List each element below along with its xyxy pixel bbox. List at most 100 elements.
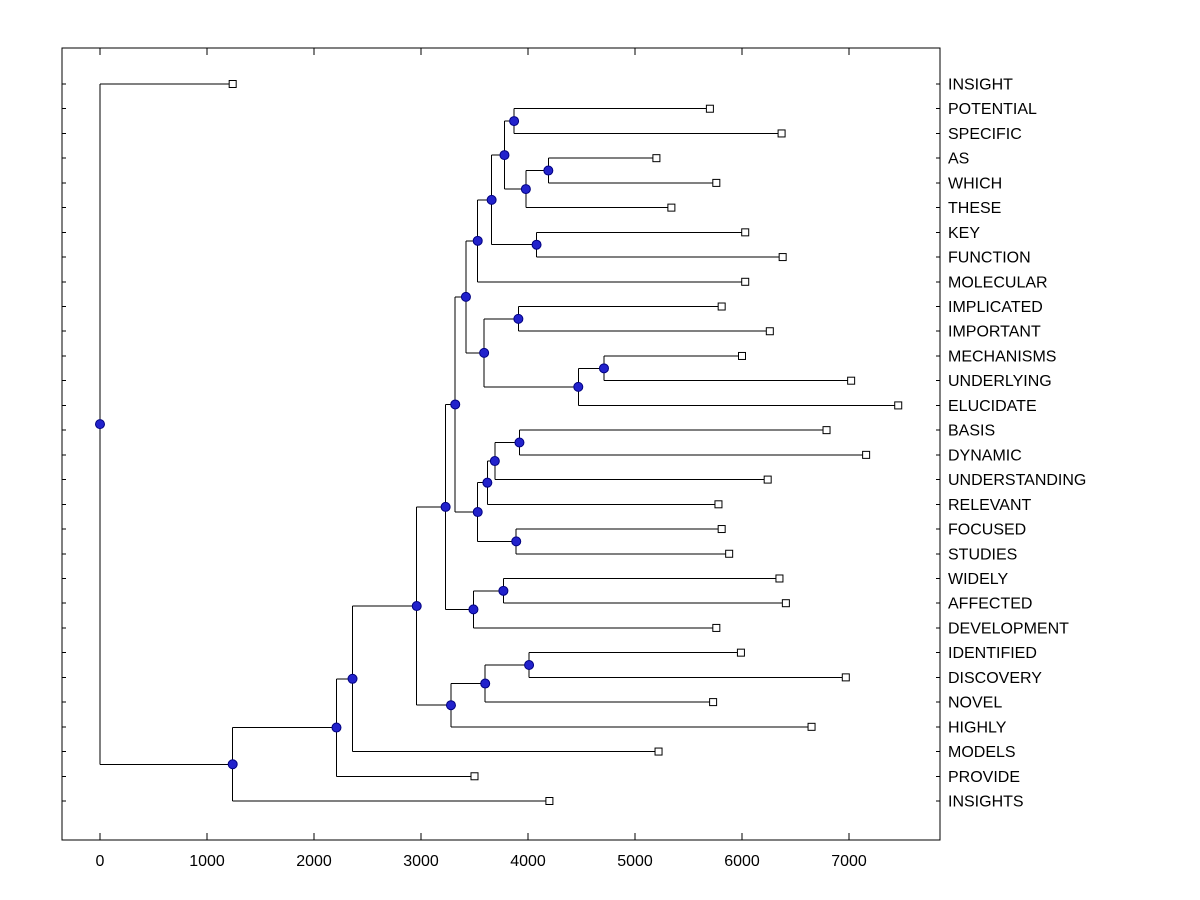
leaf-node-marker bbox=[714, 500, 723, 509]
x-tick-label: 4000 bbox=[510, 853, 546, 870]
leaf-label: FUNCTION bbox=[948, 250, 1031, 267]
internal-node-marker bbox=[472, 235, 483, 246]
leaf-node-marker bbox=[741, 277, 750, 286]
leaf-label: MODELS bbox=[948, 744, 1016, 761]
leaf-node-marker bbox=[712, 623, 721, 632]
leaf-node-marker bbox=[545, 797, 554, 805]
x-tick-label: 6000 bbox=[724, 853, 760, 870]
internal-node-marker bbox=[514, 437, 525, 448]
internal-node-marker bbox=[445, 700, 456, 711]
leaf-label: SPECIFIC bbox=[948, 126, 1022, 143]
internal-node-marker bbox=[573, 381, 584, 392]
internal-node-marker bbox=[460, 291, 471, 302]
internal-node-marker bbox=[95, 419, 105, 430]
x-tick-label: 5000 bbox=[617, 853, 653, 870]
internal-node-marker bbox=[411, 601, 422, 612]
node-markers bbox=[95, 80, 903, 805]
internal-node-marker bbox=[499, 150, 510, 161]
internal-node-marker bbox=[524, 660, 535, 671]
x-tick-label: 3000 bbox=[403, 853, 439, 870]
leaf-node-marker bbox=[667, 203, 676, 212]
leaf-label: PROVIDE bbox=[948, 769, 1020, 786]
leaf-label: POTENTIAL bbox=[948, 101, 1037, 118]
leaf-label: AFFECTED bbox=[948, 596, 1032, 613]
leaf-node-marker bbox=[765, 327, 774, 336]
leaf-label: NOVEL bbox=[948, 695, 1002, 712]
leaf-label: MOLECULAR bbox=[948, 274, 1048, 291]
leaf-label: KEY bbox=[948, 225, 980, 242]
leaf-labels: INSIGHT POTENTIAL SPECIFIC AS WHICH THESE KEY F… bbox=[948, 77, 1086, 811]
internal-node-marker bbox=[440, 501, 451, 512]
leaf-node-marker bbox=[741, 228, 750, 237]
leaf-node-marker bbox=[717, 525, 726, 534]
leaf-node-marker bbox=[705, 104, 714, 113]
internal-node-marker bbox=[450, 399, 461, 410]
leaf-label: ELUCIDATE bbox=[948, 398, 1037, 415]
leaf-node-marker bbox=[763, 475, 772, 484]
internal-node-marker bbox=[331, 722, 342, 733]
leaf-label: IMPLICATED bbox=[948, 299, 1043, 316]
internal-node-marker bbox=[479, 347, 490, 358]
leaf-node-marker bbox=[894, 401, 903, 410]
leaf-node-marker bbox=[470, 772, 479, 781]
axes bbox=[61, 47, 941, 841]
leaf-label: BASIS bbox=[948, 423, 995, 440]
leaf-label: AS bbox=[948, 151, 969, 168]
internal-node-marker bbox=[227, 759, 238, 770]
internal-node-marker bbox=[509, 116, 520, 127]
leaf-label: IDENTIFIED bbox=[948, 645, 1037, 662]
internal-node-marker bbox=[347, 673, 358, 684]
internal-node-marker bbox=[472, 507, 483, 518]
x-tick-label: 7000 bbox=[831, 853, 867, 870]
axes-box bbox=[61, 47, 941, 841]
leaf-node-marker bbox=[847, 376, 856, 385]
leaf-label: INSIGHTS bbox=[948, 794, 1024, 811]
leaf-label: THESE bbox=[948, 200, 1001, 217]
x-tick-label: 2000 bbox=[296, 853, 332, 870]
leaf-node-marker bbox=[778, 253, 787, 262]
branches bbox=[99, 83, 899, 802]
leaf-label: WIDELY bbox=[948, 571, 1008, 588]
internal-node-marker bbox=[513, 313, 524, 324]
leaf-label: DISCOVERY bbox=[948, 670, 1042, 687]
leaf-node-marker bbox=[652, 154, 661, 163]
leaf-label: DYNAMIC bbox=[948, 447, 1022, 464]
leaf-label: DEVELOPMENT bbox=[948, 620, 1069, 637]
internal-node-marker bbox=[482, 477, 493, 488]
leaf-node-marker bbox=[841, 673, 850, 682]
leaf-label: RELEVANT bbox=[948, 497, 1032, 514]
leaf-label: INSIGHT bbox=[948, 77, 1013, 94]
leaf-node-marker bbox=[781, 599, 790, 608]
leaf-node-marker bbox=[775, 574, 784, 583]
leaf-node-marker bbox=[777, 129, 786, 138]
leaf-node-marker bbox=[862, 450, 871, 459]
leaf-label: MECHANISMS bbox=[948, 348, 1056, 365]
leaf-node-marker bbox=[717, 302, 726, 311]
internal-node-marker bbox=[486, 194, 497, 205]
internal-node-marker bbox=[480, 678, 491, 689]
internal-node-marker bbox=[598, 363, 609, 374]
x-tick-label: 1000 bbox=[189, 853, 225, 870]
leaf-node-marker bbox=[228, 80, 237, 88]
leaf-node-marker bbox=[709, 698, 718, 707]
x-tick-label: 0 bbox=[96, 853, 105, 870]
leaf-label: UNDERSTANDING bbox=[948, 472, 1086, 489]
internal-node-marker bbox=[511, 536, 522, 547]
x-tick-labels: 0 1000 2000 3000 4000 5000 6000 7000 bbox=[96, 853, 867, 870]
leaf-label: STUDIES bbox=[948, 546, 1017, 563]
leaf-node-marker bbox=[738, 351, 746, 360]
internal-node-marker bbox=[531, 239, 542, 250]
leaf-node-marker bbox=[807, 722, 816, 731]
leaf-label: UNDERLYING bbox=[948, 373, 1052, 390]
internal-node-marker bbox=[520, 184, 531, 195]
leaf-node-marker bbox=[725, 549, 734, 558]
internal-node-marker bbox=[543, 165, 554, 176]
leaf-label: WHICH bbox=[948, 175, 1002, 192]
leaf-node-marker bbox=[822, 426, 831, 435]
leaf-node-marker bbox=[736, 648, 745, 657]
leaf-label: IMPORTANT bbox=[948, 324, 1041, 341]
leaf-node-marker bbox=[712, 178, 721, 187]
leaf-label: FOCUSED bbox=[948, 522, 1026, 539]
